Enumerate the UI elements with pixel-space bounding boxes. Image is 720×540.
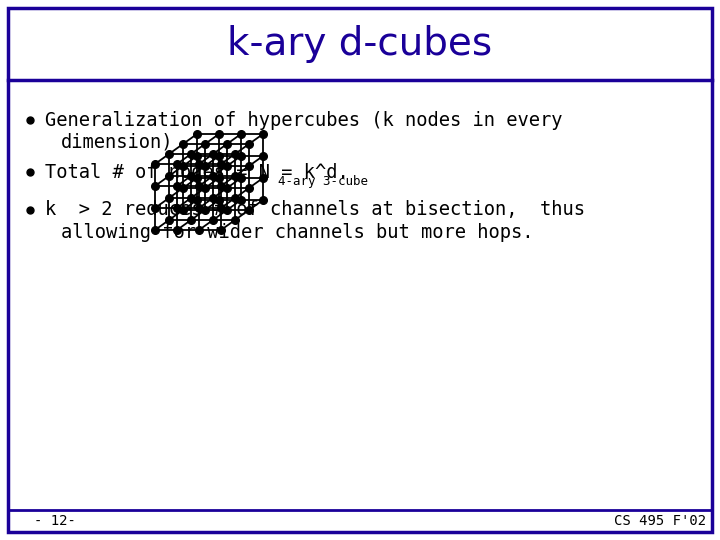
Text: allowing for wider channels but more hops.: allowing for wider channels but more hop…	[61, 222, 534, 241]
Text: 4-ary 3-cube: 4-ary 3-cube	[278, 176, 368, 188]
FancyBboxPatch shape	[8, 8, 712, 532]
Text: CS 495 F'02: CS 495 F'02	[614, 514, 706, 528]
Text: dimension): dimension)	[61, 132, 174, 152]
Text: k-ary d-cubes: k-ary d-cubes	[228, 25, 492, 63]
Text: Total # of nodes = N = k^d.: Total # of nodes = N = k^d.	[45, 163, 348, 181]
Text: k  > 2 reduces # of channels at bisection,  thus: k > 2 reduces # of channels at bisection…	[45, 200, 585, 219]
Text: - 12-: - 12-	[34, 514, 76, 528]
Text: Generalization of hypercubes (k nodes in every: Generalization of hypercubes (k nodes in…	[45, 111, 562, 130]
